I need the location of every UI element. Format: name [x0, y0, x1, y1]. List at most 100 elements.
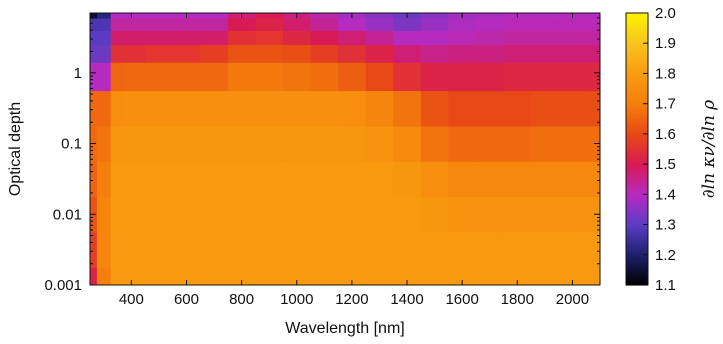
heatmap-cell — [200, 13, 229, 19]
colorbar-segment — [626, 191, 648, 194]
colorbar-segment — [626, 185, 648, 188]
heatmap-cell — [558, 196, 587, 233]
heatmap-cell — [124, 196, 146, 233]
heatmap-cell — [200, 196, 229, 233]
heatmap-cell — [365, 125, 394, 162]
colorbar-segment — [626, 51, 648, 54]
colorbar-segment — [626, 209, 648, 212]
heatmap-cell — [503, 44, 532, 63]
colorbar-segment — [626, 243, 648, 246]
heatmap-cell — [110, 90, 126, 127]
heatmap-cell — [145, 30, 174, 46]
heatmap-cell — [586, 196, 600, 233]
colorbar-segment — [626, 113, 648, 116]
colorbar-segment — [626, 245, 648, 248]
heatmap-cell — [282, 30, 312, 46]
heatmap-cell — [145, 267, 174, 285]
heatmap-cell — [310, 62, 339, 92]
colorbar — [626, 13, 648, 286]
heatmap-cell — [531, 125, 560, 162]
heatmap-cell — [338, 17, 367, 31]
heatmap-cell — [503, 161, 532, 198]
heatmap-cell — [110, 196, 126, 233]
heatmap-cell — [145, 62, 174, 92]
colorbar-segment — [626, 167, 648, 170]
colorbar-segment — [626, 77, 648, 80]
heatmap-cell — [96, 62, 112, 92]
heatmap-cell — [365, 267, 394, 285]
heatmap-cell — [172, 62, 201, 92]
heatmap-cell — [124, 267, 146, 285]
colorbar-segment — [626, 277, 648, 280]
heatmap-cell — [145, 125, 174, 162]
colorbar-segment — [626, 229, 648, 232]
colorbar-segment — [626, 55, 648, 58]
heatmap-cell — [145, 231, 174, 268]
heatmap-cell — [255, 30, 284, 46]
colorbar-segment — [626, 71, 648, 74]
heatmap-cell — [124, 161, 146, 198]
heatmap-cell — [365, 196, 394, 233]
colorbar-segment — [626, 153, 648, 156]
colorbar-segment — [626, 261, 648, 264]
heatmap-cell — [393, 267, 422, 285]
colorbar-segment — [626, 275, 648, 278]
colorbar-segment — [626, 81, 648, 84]
heatmap-cell — [90, 17, 98, 31]
colorbar-segment — [626, 101, 648, 104]
colorbar-segment — [626, 53, 648, 56]
colorbar-segment — [626, 151, 648, 154]
colorbar-segment — [626, 237, 648, 240]
heatmap-cell — [558, 125, 587, 162]
heatmap-cell — [110, 62, 126, 92]
heatmap-cell — [110, 44, 126, 63]
colorbar-segment — [626, 33, 648, 36]
heatmap-cell — [172, 17, 201, 31]
colorbar-segment — [626, 127, 648, 130]
heatmap-cell — [255, 17, 284, 31]
heatmap-cell — [200, 30, 229, 46]
colorbar-segment — [626, 149, 648, 152]
heatmap-cell — [90, 44, 98, 63]
colorbar-segment — [626, 31, 648, 34]
heatmap-cell — [110, 125, 126, 162]
colorbar-tick-label: 1.4 — [655, 186, 676, 203]
heatmap-cell — [503, 267, 532, 285]
heatmap-cell — [365, 17, 394, 31]
colorbar-segment — [626, 73, 648, 76]
heatmap-cell — [586, 231, 600, 268]
heatmap-cell — [448, 196, 477, 233]
heatmap-cell — [531, 231, 560, 268]
heatmap-cell — [310, 90, 339, 127]
heatmap-cell — [338, 231, 367, 268]
heatmap-cell — [96, 125, 112, 162]
plot-frame — [89, 12, 601, 286]
heatmap-cell — [338, 196, 367, 233]
heatmap-cell — [586, 17, 600, 31]
colorbar-segment — [626, 35, 648, 38]
colorbar-segment — [626, 197, 648, 200]
colorbar-segment — [626, 221, 648, 224]
colorbar-ticks: 1.1 1.2 1.3 1.4 1.5 1.6 1.7 1.8 1.9 2.0 — [643, 5, 676, 294]
heatmap-cell — [420, 17, 449, 31]
colorbar-segment — [626, 67, 648, 70]
heatmap-cell — [420, 267, 449, 285]
colorbar-segment — [626, 147, 648, 150]
y-tick-label: 1 — [74, 65, 82, 82]
heatmap-cell — [531, 62, 560, 92]
heatmap-cell — [227, 267, 257, 285]
y-tick-label: 0.1 — [61, 136, 82, 153]
x-tick-label: 1000 — [280, 291, 313, 308]
heatmap-cell — [282, 62, 312, 92]
heatmap-cell — [586, 62, 600, 92]
heatmap-cell — [475, 17, 505, 31]
heatmap-cell — [227, 17, 257, 31]
colorbar-segment — [626, 263, 648, 266]
heatmap-cell — [227, 231, 257, 268]
heatmap-cell — [282, 231, 312, 268]
heatmap-cell — [475, 196, 505, 233]
colorbar-segment — [626, 219, 648, 222]
heatmap-cell — [365, 44, 394, 63]
x-axis: 400 600 800 1000 1200 1400 1600 1800 2000 — [119, 13, 589, 308]
heatmap-cell — [420, 62, 449, 92]
